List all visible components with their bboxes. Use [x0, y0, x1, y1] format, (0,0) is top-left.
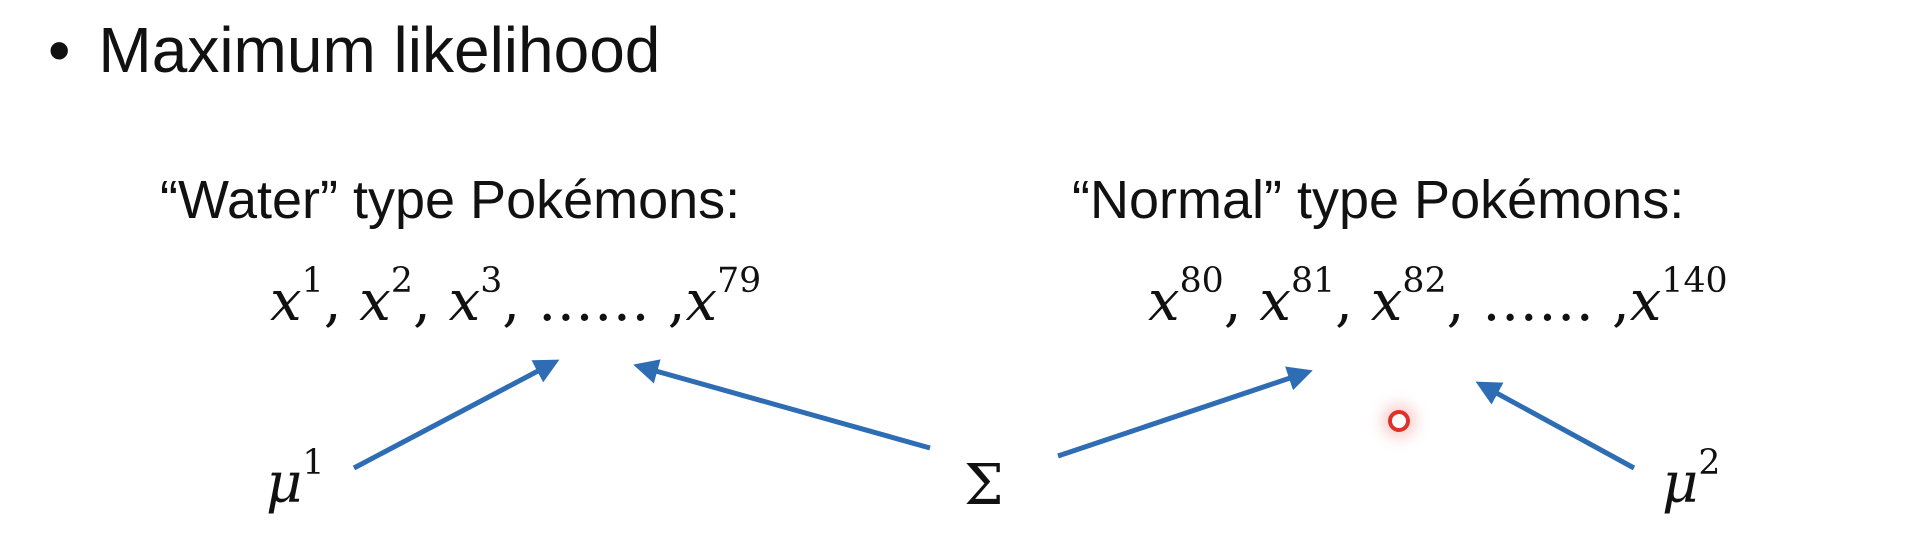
arrow-sigma-to-water — [633, 359, 931, 451]
mu2-label: μ2 — [1662, 443, 1721, 516]
arrow-sigma-to-normal — [1057, 366, 1313, 459]
bullet-point: • — [48, 14, 71, 86]
water-heading: “Water” type Pokémons: — [160, 170, 741, 230]
laser-pointer-icon — [1388, 410, 1410, 432]
water-samples: x1, x2, x3, …… ,x79 — [270, 261, 762, 334]
mu1-label: μ1 — [266, 443, 325, 516]
sigma-label: Σ — [964, 453, 1004, 518]
bullet-text: Maximum likelihood — [98, 14, 661, 86]
normal-samples: x80, x81, x82, …… ,x140 — [1148, 261, 1728, 334]
arrow-mu1-to-water — [352, 359, 560, 471]
water-ellipsis: …… — [537, 269, 650, 334]
normal-ellipsis: …… — [1482, 269, 1595, 334]
normal-heading: “Normal” type Pokémons: — [1072, 170, 1685, 230]
bullet-heading: • Maximum likelihood — [48, 12, 660, 89]
arrow-mu2-to-normal — [1475, 381, 1636, 471]
